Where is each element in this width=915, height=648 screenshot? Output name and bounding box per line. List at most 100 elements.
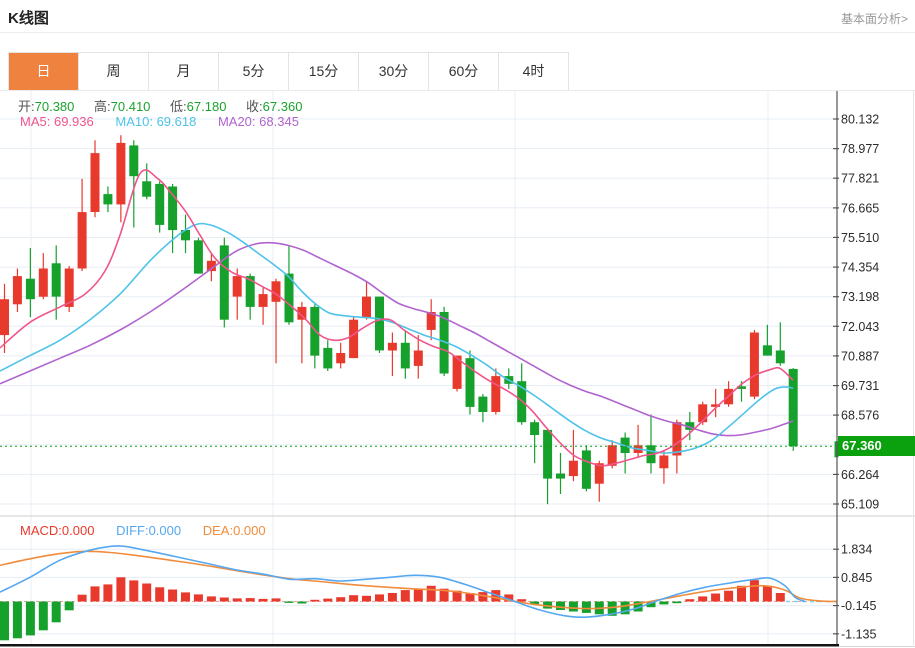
candle[interactable] <box>232 276 242 297</box>
macd-bar[interactable] <box>672 601 682 604</box>
candle[interactable] <box>387 342 397 351</box>
candle[interactable] <box>711 404 721 407</box>
candle[interactable] <box>193 240 203 274</box>
candle[interactable] <box>155 183 165 225</box>
candle[interactable] <box>103 194 113 205</box>
macd-bar[interactable] <box>387 593 397 602</box>
macd-bar[interactable] <box>400 590 410 602</box>
macd-bar[interactable] <box>219 597 229 602</box>
macd-bar[interactable] <box>168 589 178 602</box>
tab-month[interactable]: 月 <box>149 53 219 90</box>
tab-week[interactable]: 周 <box>79 53 149 90</box>
macd-bar[interactable] <box>0 601 9 641</box>
macd-bar[interactable] <box>323 598 333 602</box>
candle[interactable] <box>271 281 281 302</box>
candle[interactable] <box>556 473 565 479</box>
candle[interactable] <box>129 145 139 177</box>
macd-bar[interactable] <box>685 599 695 602</box>
macd-bar[interactable] <box>439 588 449 602</box>
candle[interactable] <box>219 245 229 320</box>
macd-bar[interactable] <box>310 599 320 602</box>
macd-bar[interactable] <box>711 593 721 602</box>
macd-bar[interactable] <box>517 599 527 602</box>
macd-bar[interactable] <box>129 580 139 602</box>
macd-bar[interactable] <box>271 598 281 602</box>
candle[interactable] <box>0 299 9 336</box>
tab-60min[interactable]: 60分 <box>429 53 499 90</box>
candle[interactable] <box>465 358 475 407</box>
macd-bar[interactable] <box>77 594 87 602</box>
candle[interactable] <box>491 376 501 412</box>
candle[interactable] <box>142 181 152 197</box>
macd-bar[interactable] <box>297 601 307 604</box>
candle[interactable] <box>439 312 449 374</box>
candle[interactable] <box>284 273 294 323</box>
macd-bar[interactable] <box>452 590 462 602</box>
candle[interactable] <box>64 268 74 307</box>
macd-bar[interactable] <box>646 601 656 608</box>
candle[interactable] <box>452 355 462 389</box>
macd-bar[interactable] <box>568 601 578 612</box>
candle[interactable] <box>568 460 578 477</box>
macd-bar[interactable] <box>659 601 669 605</box>
tab-5min[interactable]: 5分 <box>219 53 289 90</box>
macd-bar[interactable] <box>284 601 294 603</box>
macd-bar[interactable] <box>698 596 708 602</box>
candle[interactable] <box>116 142 126 205</box>
macd-bar[interactable] <box>413 588 423 602</box>
candle[interactable] <box>12 276 22 305</box>
fundamental-analysis-link[interactable]: 基本面分析> <box>840 12 908 26</box>
candle[interactable] <box>181 230 190 241</box>
macd-bar[interactable] <box>116 577 126 602</box>
tab-4hour[interactable]: 4时 <box>522 63 545 79</box>
candle[interactable] <box>659 455 669 469</box>
candle[interactable] <box>762 345 772 356</box>
candle[interactable] <box>206 260 216 272</box>
macd-bar[interactable] <box>375 594 384 602</box>
candle[interactable] <box>375 296 384 351</box>
macd-bar[interactable] <box>103 584 113 602</box>
candle[interactable] <box>51 263 61 297</box>
macd-bar[interactable] <box>206 596 216 602</box>
macd-bar[interactable] <box>426 585 436 602</box>
macd-bar[interactable] <box>258 598 268 602</box>
candle[interactable] <box>245 276 255 307</box>
candle[interactable] <box>581 450 591 489</box>
macd-bar[interactable] <box>362 595 371 602</box>
macd-bar[interactable] <box>465 593 475 602</box>
macd-bar[interactable] <box>155 587 165 602</box>
candle[interactable] <box>737 386 746 389</box>
macd-bar[interactable] <box>142 583 152 602</box>
candle[interactable] <box>349 319 359 359</box>
macd-bar[interactable] <box>38 601 48 631</box>
macd-bar[interactable] <box>232 598 242 602</box>
macd-bar[interactable] <box>737 585 746 602</box>
macd-bar[interactable] <box>12 601 22 639</box>
candle[interactable] <box>336 353 346 364</box>
macd-bar[interactable] <box>478 592 488 602</box>
macd-bar[interactable] <box>349 595 359 602</box>
macd-bar[interactable] <box>543 601 553 609</box>
candle[interactable] <box>168 186 178 231</box>
macd-bar[interactable] <box>724 590 734 602</box>
candle[interactable] <box>90 153 100 212</box>
macd-bar[interactable] <box>530 601 540 605</box>
candle[interactable] <box>478 396 488 412</box>
candle[interactable] <box>775 350 785 364</box>
tab-day[interactable]: 日 <box>9 53 79 90</box>
candle[interactable] <box>258 294 268 307</box>
candle[interactable] <box>38 268 48 297</box>
candle[interactable] <box>685 422 695 430</box>
tab-15min[interactable]: 15分 <box>289 53 359 90</box>
candle[interactable] <box>362 296 371 318</box>
macd-bar[interactable] <box>556 601 565 611</box>
macd-bar[interactable] <box>607 601 617 616</box>
candle[interactable] <box>788 368 798 447</box>
candle[interactable] <box>530 422 540 435</box>
candle[interactable] <box>77 212 87 269</box>
candle[interactable] <box>323 347 333 369</box>
candle[interactable] <box>543 429 553 479</box>
macd-bar[interactable] <box>504 594 514 602</box>
candle[interactable] <box>426 312 436 330</box>
macd-bar[interactable] <box>775 593 785 602</box>
